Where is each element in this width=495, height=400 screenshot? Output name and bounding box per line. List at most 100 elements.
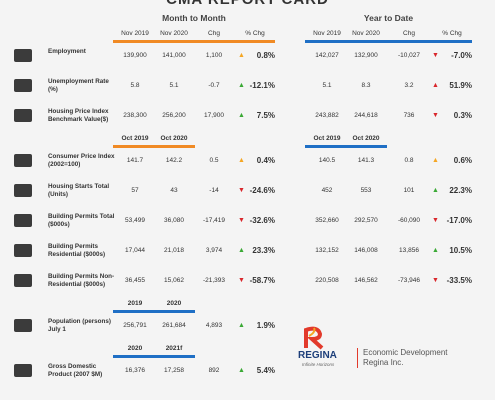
percent-change: -24.6% xyxy=(249,186,275,195)
logo-org: Economic Development Regina Inc. xyxy=(363,348,448,367)
value: 36,080 xyxy=(164,217,184,224)
logo-mark-shape xyxy=(304,326,324,350)
trend-arrow: ▲ xyxy=(432,187,439,194)
percent-change: 22.3% xyxy=(449,186,472,195)
row-icon xyxy=(14,49,32,62)
column-header: Chg xyxy=(208,30,220,37)
column-header: Oct 2019 xyxy=(121,135,149,142)
value: 243,882 xyxy=(315,112,339,119)
value: 142,027 xyxy=(315,52,339,59)
value: 352,660 xyxy=(315,217,339,224)
value: 5.8 xyxy=(130,82,140,89)
group-heading: Month to Month xyxy=(162,13,226,23)
column-header: Oct 2019 xyxy=(313,135,341,142)
column-header: 2019 xyxy=(127,300,143,307)
logo-tagline: Infinite Horizons xyxy=(302,362,335,367)
trend-arrow: ▼ xyxy=(238,217,245,224)
value: 15,062 xyxy=(164,277,184,284)
value: 0.8 xyxy=(404,157,414,164)
row-label: Housing Starts Total (Units) xyxy=(48,183,110,198)
column-header: % Chg xyxy=(245,30,265,37)
value: -21,393 xyxy=(202,277,226,284)
percent-change: 51.9% xyxy=(449,81,472,90)
row-label: Housing Price Index Benchmark Value($) xyxy=(48,108,109,123)
header-bar xyxy=(113,310,195,313)
percent-change: -58.7% xyxy=(249,276,275,285)
value: 53,499 xyxy=(125,217,145,224)
value: 57 xyxy=(131,187,139,194)
row-label: Building Permits Residential ($000s) xyxy=(48,243,106,258)
value: 141.7 xyxy=(126,157,144,164)
value: 3,974 xyxy=(205,247,223,254)
value: 4,893 xyxy=(205,322,223,329)
trend-arrow: ▲ xyxy=(432,247,439,254)
value: 736 xyxy=(403,112,415,119)
column-header: Nov 2019 xyxy=(121,30,149,37)
row-icon xyxy=(14,214,32,227)
value: 452 xyxy=(321,187,333,194)
column-header: Nov 2020 xyxy=(352,30,380,37)
value: 553 xyxy=(360,187,372,194)
value: 36,455 xyxy=(125,277,145,284)
value: 146,562 xyxy=(354,277,378,284)
row-icon xyxy=(14,244,32,257)
trend-arrow: ▲ xyxy=(432,157,439,164)
column-header: Chg xyxy=(403,30,415,37)
trend-arrow: ▲ xyxy=(238,367,245,374)
trend-arrow: ▼ xyxy=(238,187,245,194)
value: -0.7 xyxy=(208,82,220,89)
value: 261,684 xyxy=(162,322,186,329)
value: 256,791 xyxy=(123,322,147,329)
trend-arrow: ▲ xyxy=(238,82,245,89)
trend-arrow: ▲ xyxy=(238,157,245,164)
value: 238,300 xyxy=(123,112,147,119)
header-bar xyxy=(113,355,195,358)
trend-arrow: ▼ xyxy=(238,277,245,284)
row-label: Unemployment Rate (%) xyxy=(48,78,109,93)
header-bar xyxy=(113,145,195,148)
value: 140.5 xyxy=(318,157,336,164)
row-icon xyxy=(14,154,32,167)
percent-change: 0.4% xyxy=(256,156,275,165)
value: 220,508 xyxy=(315,277,339,284)
row-label: Employment xyxy=(48,48,86,55)
column-header: Oct 2020 xyxy=(352,135,380,142)
row-label: Building Permits Total ($000s) xyxy=(48,213,115,228)
percent-change: 7.5% xyxy=(256,111,275,120)
logo-mark xyxy=(300,326,326,350)
value: 43 xyxy=(170,187,178,194)
value: 892 xyxy=(208,367,220,374)
value: 256,200 xyxy=(162,112,186,119)
trend-arrow: ▲ xyxy=(238,112,245,119)
value: -73,946 xyxy=(397,277,421,284)
row-label: Population (persons) July 1 xyxy=(48,318,111,333)
value: -14 xyxy=(209,187,219,194)
value: 17,044 xyxy=(125,247,145,254)
column-header: Nov 2020 xyxy=(160,30,188,37)
row-label: Gross Domestic Product (2007 $M) xyxy=(48,363,103,378)
row-icon xyxy=(14,319,32,332)
row-label: Consumer Price Index (2002=100) xyxy=(48,153,115,168)
value: 13,856 xyxy=(399,247,419,254)
trend-arrow: ▼ xyxy=(432,112,439,119)
trend-arrow: ▲ xyxy=(238,322,245,329)
value: 141.3 xyxy=(357,157,375,164)
value: 142.2 xyxy=(165,157,183,164)
value: 17,900 xyxy=(204,112,224,119)
value: -17,419 xyxy=(202,217,226,224)
column-header: % Chg xyxy=(442,30,462,37)
title: CMA REPORT CARD xyxy=(0,0,495,8)
value: 139,900 xyxy=(123,52,147,59)
value: 292,570 xyxy=(354,217,378,224)
value: -60,090 xyxy=(397,217,421,224)
column-header: Nov 2019 xyxy=(313,30,341,37)
value: 16,376 xyxy=(125,367,145,374)
column-header: 2020 xyxy=(166,300,182,307)
percent-change: 0.3% xyxy=(453,111,472,120)
value: 0.5 xyxy=(209,157,219,164)
row-icon xyxy=(14,79,32,92)
row-icon xyxy=(14,109,32,122)
percent-change: -32.6% xyxy=(249,216,275,225)
row-label: Building Permits Non-Residential ($000s) xyxy=(48,273,115,288)
